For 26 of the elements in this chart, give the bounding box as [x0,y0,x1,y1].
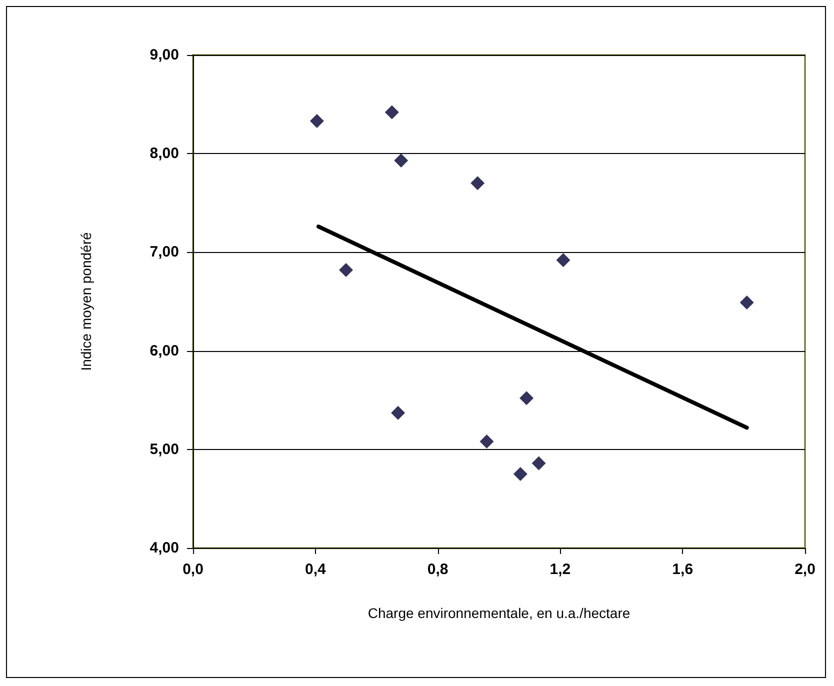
point [513,467,528,482]
point [384,105,399,120]
x-tick-label: 2,0 [794,561,816,578]
x-tick-label: 0,0 [182,561,204,578]
y-tick-label: 6,00 [150,342,179,360]
point [394,154,408,168]
point [740,295,754,310]
point [391,406,406,420]
point [470,176,485,190]
y-tick-label: 8,00 [150,145,179,162]
point [480,434,494,449]
y-axis-title: Indice moyen pondéré [78,232,94,371]
point [532,456,546,470]
y-tick-label: 9,00 [150,46,179,64]
point [339,262,353,277]
y-tick-label: 5,00 [150,440,179,458]
point [556,253,570,268]
y-tick-label: 7,00 [150,244,179,261]
x-tick-label: 0,8 [427,561,448,578]
point [310,114,324,128]
point [520,391,534,406]
x-tick-label: 1,6 [672,561,694,578]
y-tick-label: 4,00 [150,540,179,556]
x-tick-label: 0,4 [304,561,326,578]
x-axis-title: Charge environnementale, en u.a./hectare [368,605,630,621]
x-tick-label: 1,2 [550,561,571,578]
